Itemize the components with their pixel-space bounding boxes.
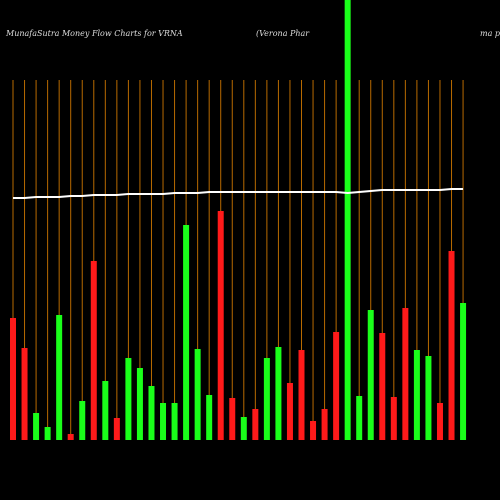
bar xyxy=(33,413,40,440)
bar xyxy=(321,409,328,440)
bar xyxy=(10,318,16,440)
bar xyxy=(217,211,224,440)
chart-title: ma p xyxy=(480,29,500,38)
bar xyxy=(333,332,340,440)
bar xyxy=(102,381,109,440)
bar xyxy=(310,421,317,440)
bar xyxy=(67,434,74,440)
bar xyxy=(136,368,143,440)
bar xyxy=(298,350,305,440)
bar xyxy=(113,418,120,440)
bar xyxy=(402,308,409,440)
bar xyxy=(160,403,167,440)
bar xyxy=(367,310,374,440)
bar xyxy=(379,333,386,440)
chart-title: MunafaSutra Money Flow Charts for VRNA xyxy=(5,29,183,38)
bar xyxy=(275,347,282,440)
bar xyxy=(240,417,247,440)
bar xyxy=(356,396,363,440)
bar xyxy=(90,261,97,440)
money-flow-line xyxy=(13,188,464,199)
bar xyxy=(436,403,443,440)
bar xyxy=(263,358,270,440)
bar xyxy=(413,350,420,440)
bar xyxy=(448,251,455,440)
bar xyxy=(148,386,155,440)
bar xyxy=(252,409,259,440)
bar xyxy=(183,225,190,440)
bar xyxy=(44,427,51,440)
bar xyxy=(125,358,132,440)
bar xyxy=(425,356,432,440)
chart-title: (Verona Phar xyxy=(256,29,310,38)
bar xyxy=(21,348,28,440)
bar xyxy=(206,395,213,440)
bar xyxy=(194,349,201,440)
bar xyxy=(171,403,178,440)
bar xyxy=(79,401,86,440)
bar xyxy=(390,397,397,440)
bar xyxy=(286,383,293,440)
bar xyxy=(460,303,467,440)
bar xyxy=(56,315,63,440)
bar xyxy=(229,398,236,440)
bar xyxy=(344,0,351,440)
